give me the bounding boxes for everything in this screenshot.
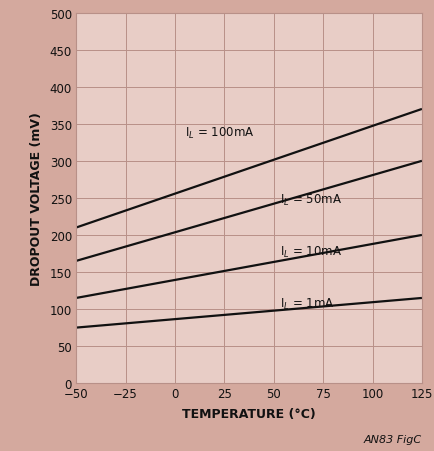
Text: I$_L$ = 10mA: I$_L$ = 10mA xyxy=(279,244,341,259)
X-axis label: TEMPERATURE (°C): TEMPERATURE (°C) xyxy=(182,407,315,420)
Text: AN83 FigC: AN83 FigC xyxy=(363,434,421,444)
Y-axis label: DROPOUT VOLTAGE (mV): DROPOUT VOLTAGE (mV) xyxy=(30,112,43,285)
Text: I$_L$ = 1mA: I$_L$ = 1mA xyxy=(279,297,334,312)
Text: I$_L$ = 50mA: I$_L$ = 50mA xyxy=(279,192,341,207)
Text: I$_L$ = 100mA: I$_L$ = 100mA xyxy=(184,126,254,141)
